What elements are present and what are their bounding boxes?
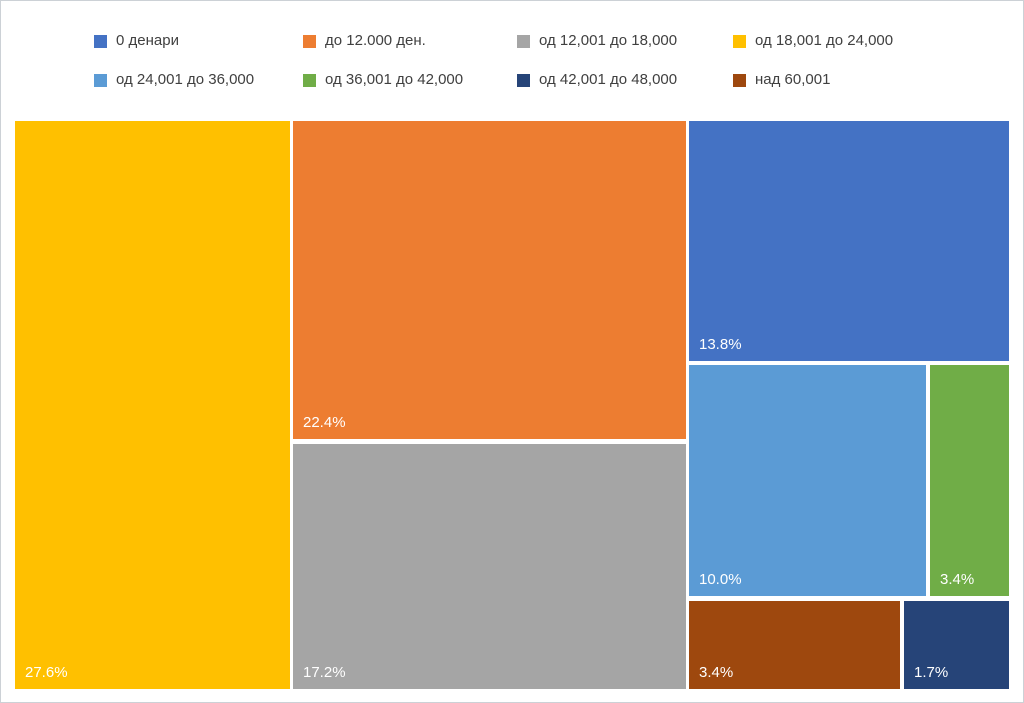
legend-label: од 18,001 до 24,000 <box>755 32 894 49</box>
treemap-tile-1: 22.4% <box>293 121 686 439</box>
legend-item-5: од 36,001 до 42,000 <box>303 71 517 89</box>
treemap-tile-4: 10.0% <box>689 365 926 596</box>
legend-swatch-icon <box>303 34 316 48</box>
tile-percentage-label: 10.0% <box>699 571 742 588</box>
legend-label: од 36,001 до 42,000 <box>325 71 464 88</box>
chart-legend: 0 денари до 12.000 ден. од 12,001 до 18,00… <box>94 32 893 89</box>
legend-item-7: над 60,001 <box>733 71 893 89</box>
legend-item-1: до 12.000 ден. <box>303 32 517 50</box>
legend-label: над 60,001 <box>755 71 831 88</box>
legend-label: од 12,001 до 18,000 <box>539 32 678 49</box>
legend-swatch-icon <box>517 34 530 48</box>
legend-item-4: од 24,001 до 36,000 <box>94 71 303 89</box>
tile-percentage-label: 13.8% <box>699 336 742 353</box>
legend-swatch-icon <box>94 73 107 87</box>
tile-percentage-label: 17.2% <box>303 664 346 681</box>
legend-label: 0 денари <box>116 32 179 49</box>
legend-swatch-icon <box>733 34 746 48</box>
treemap-tile-3: 27.6% <box>15 121 290 689</box>
legend-item-2: од 12,001 до 18,000 <box>517 32 733 50</box>
legend-swatch-icon <box>517 73 530 87</box>
tile-percentage-label: 3.4% <box>940 571 975 588</box>
legend-label: од 24,001 до 36,000 <box>116 71 255 88</box>
legend-swatch-icon <box>303 73 316 87</box>
legend-item-6: од 42,001 до 48,000 <box>517 71 733 89</box>
tile-percentage-label: 3.4% <box>699 664 734 681</box>
legend-label: до 12.000 ден. <box>325 32 426 49</box>
treemap-tile-5: 3.4% <box>930 365 1009 596</box>
legend-swatch-icon <box>94 34 107 48</box>
tile-percentage-label: 22.4% <box>303 414 346 431</box>
treemap-tile-7: 3.4% <box>689 601 900 689</box>
legend-item-3: од 18,001 до 24,000 <box>733 32 893 50</box>
tile-percentage-label: 1.7% <box>914 664 949 681</box>
legend-label: од 42,001 до 48,000 <box>539 71 678 88</box>
treemap-tile-0: 13.8% <box>689 121 1009 361</box>
treemap-tile-6: 1.7% <box>904 601 1009 689</box>
tile-percentage-label: 27.6% <box>25 664 68 681</box>
legend-item-0: 0 денари <box>94 32 303 50</box>
treemap-tile-2: 17.2% <box>293 444 686 689</box>
legend-swatch-icon <box>733 73 746 87</box>
